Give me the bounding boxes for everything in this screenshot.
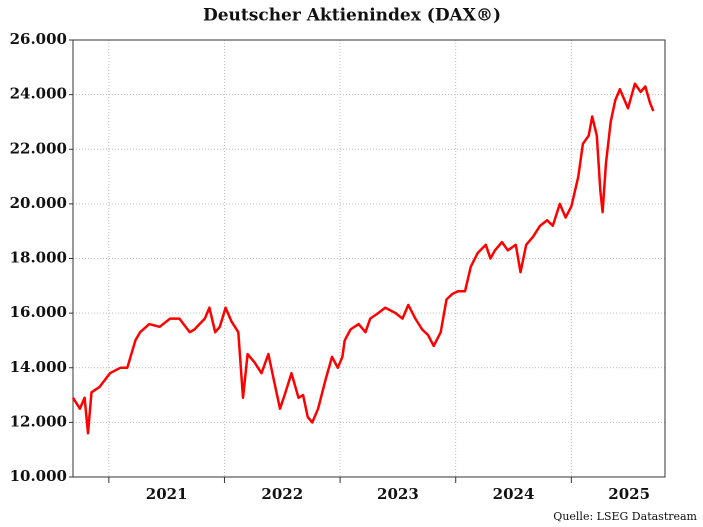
chart-title: Deutscher Aktienindex (DAX®) xyxy=(203,6,501,26)
source: Quelle: LSEG Datastream xyxy=(553,510,697,523)
x-tick-label: 2022 xyxy=(261,485,303,503)
x-tick-label: 2023 xyxy=(377,485,419,503)
x-tick-label: 2021 xyxy=(146,485,188,503)
plot-frame xyxy=(72,39,666,478)
y-tick-label: 18.000 xyxy=(10,249,67,267)
y-tick-label: 24.000 xyxy=(10,85,67,103)
y-tick-label: 20.000 xyxy=(10,194,67,212)
x-tick-label: 2025 xyxy=(608,485,650,503)
y-tick-label: 10.000 xyxy=(10,467,67,485)
y-tick-label: 26.000 xyxy=(10,30,67,48)
y-tick-label: 14.000 xyxy=(10,358,67,376)
x-tick-label: 2024 xyxy=(493,485,535,503)
y-tick-label: 22.000 xyxy=(10,139,67,157)
line-series xyxy=(71,82,655,435)
y-tick-label: 16.000 xyxy=(10,303,67,321)
y-tick-label: 12.000 xyxy=(10,412,67,430)
